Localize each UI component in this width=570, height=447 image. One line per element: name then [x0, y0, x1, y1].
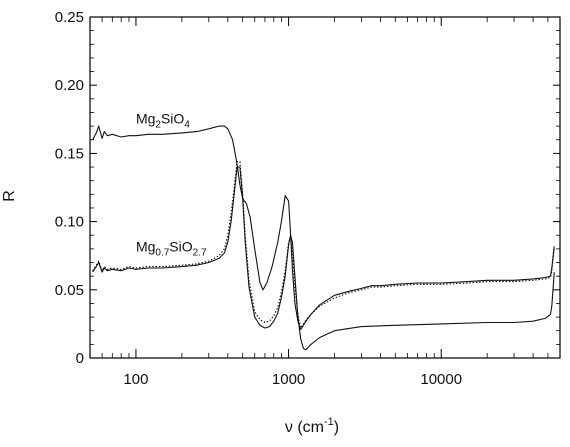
x-axis-label-exponent: -1: [324, 416, 334, 428]
ticks: 0 0.05 0.10 0.15 0.20 0.25 100 1000 10000: [55, 9, 561, 388]
series-line-2: [92, 161, 555, 329]
annotation-1: Mg0.7SiO2.7: [136, 239, 207, 259]
series-layer: [92, 125, 555, 351]
annotation-part: SiO: [161, 110, 184, 126]
annotation-part: Mg: [136, 239, 155, 255]
y-tick-label: 0.20: [55, 77, 84, 94]
annotation-0: Mg2SiO4: [136, 110, 190, 130]
y-tick-label: 0.10: [55, 214, 84, 231]
x-tick-label: 1000: [272, 371, 305, 388]
annotation-part: SiO: [169, 239, 192, 255]
x-tick-label: 10000: [420, 371, 462, 388]
annotation-part: 0.7: [155, 248, 169, 259]
axes: [89, 16, 561, 359]
series-line-1: [92, 166, 555, 351]
y-tick-label: 0: [76, 350, 84, 367]
plot-frame: [89, 16, 561, 359]
y-tick-label: 0.05: [55, 282, 84, 299]
annotation-part: 4: [184, 119, 190, 130]
series-line-0: [92, 125, 555, 330]
annotation-part: 2.7: [193, 248, 207, 259]
y-tick-label: 0.25: [55, 9, 84, 26]
x-axis-label-suffix: ): [334, 419, 339, 436]
x-tick-label: 100: [123, 371, 148, 388]
annotation-part: Mg: [136, 110, 155, 126]
y-tick-label: 0.15: [55, 145, 84, 162]
x-axis-label-prefix: ν (cm: [285, 419, 324, 436]
y-axis-label: R: [1, 190, 18, 202]
x-axis-label: ν (cm-1): [285, 416, 339, 436]
annotation-part: 2: [155, 119, 161, 130]
